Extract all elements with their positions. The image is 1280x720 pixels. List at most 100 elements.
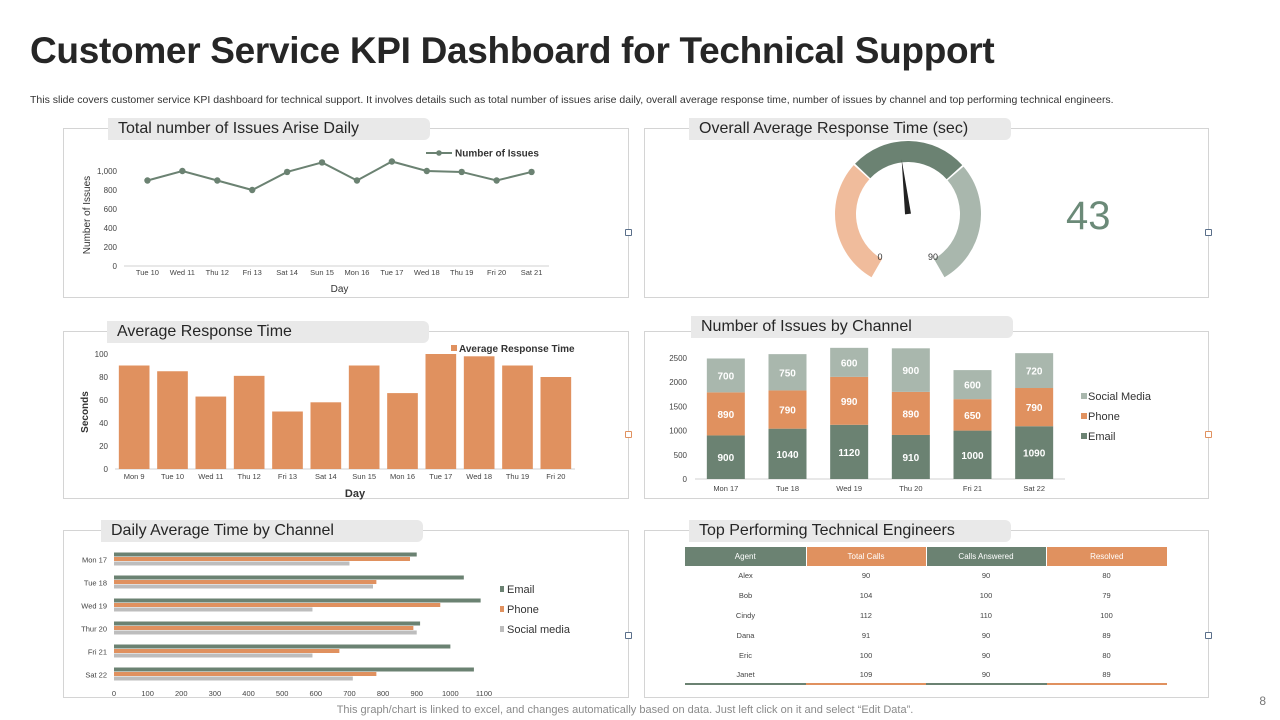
engineers-table: Agent Total Calls Calls Answered Resolve… [685,547,1167,685]
x-tick-label: Mon 16 [390,472,415,481]
x-tick-label: Tue 18 [776,484,799,493]
legend-swatch [500,626,504,632]
data-point [318,159,326,166]
resize-handle[interactable] [1205,431,1212,438]
x-tick-label: Thu 19 [450,268,473,277]
table-row: Eric 100 90 80 [685,645,1167,665]
x-tick-label: Thu 20 [899,484,922,493]
y-tick-label: Tue 18 [84,579,107,588]
table-row: Janet 109 90 89 [685,665,1167,685]
x-tick-label: Tue 17 [380,268,403,277]
x-axis-title: Day [331,284,349,295]
x-tick-label: Mon 9 [124,472,145,481]
table-cell: 79 [1102,591,1111,601]
x-tick-label: 200 [175,689,188,698]
data-point [179,167,186,175]
avg-response-panel[interactable]: 0 20 40 60 80 100 Mon 9 Tue 10 Wed 11 Thu 12 Fri 1… [63,331,629,500]
data-label: 700 [717,371,734,382]
gauge-value: 43 [1066,194,1111,238]
bar [502,365,533,469]
x-tick-label: Fri 20 [487,268,506,277]
x-tick-label: Wed 11 [198,472,223,481]
x-tick-label: Wed 19 [836,484,862,493]
data-point [249,186,256,194]
bar [118,365,150,469]
x-tick-label: Wed 18 [414,268,440,277]
data-point [283,168,291,176]
data-label: 720 [1026,367,1043,378]
gauge-max-label: 90 [928,252,938,262]
x-tick-label: Sat 22 [1023,484,1045,493]
legend-label: Email [1088,431,1116,443]
bar-phone [114,603,441,607]
resize-handle[interactable] [625,431,632,438]
table-cell: Janet [736,670,755,680]
resize-handle[interactable] [625,229,632,236]
daily-channel-chart: 0 100 200 300 400 500 600 700 800 900 1000 1100 Mon … [81,552,571,698]
bar [463,356,495,469]
resize-handle[interactable] [625,632,632,639]
y-tick-label: 600 [104,205,118,214]
bar-email [114,621,421,626]
y-tick-label: 100 [95,350,109,359]
bar-segment-phone [830,376,869,425]
table-cell: 90 [861,571,871,581]
x-tick-label: Sat 14 [276,268,298,277]
bar-segment-phone [706,392,745,436]
daily-channel-panel[interactable]: 0 100 200 300 400 500 600 700 800 900 1000 1100 Mon … [63,530,629,698]
table-cell: 89 [1102,670,1111,680]
column-header-resolved: Resolved [1045,547,1167,566]
resize-handle[interactable] [1205,632,1212,639]
x-tick-label: 700 [343,689,356,698]
resize-handle[interactable] [1205,229,1212,236]
avg-response-chart: 0 20 40 60 80 100 Mon 9 Tue 10 Wed 11 Thu 12 Fri 1… [80,344,575,500]
y-tick-label: 40 [99,419,108,428]
issues-daily-heading: Total number of Issues Arise Daily [108,118,430,140]
data-label: 600 [964,381,981,392]
y-tick-label: 800 [104,186,118,195]
y-tick-label: 1500 [669,402,687,411]
y-tick-label: 0 [683,475,688,484]
bar [195,396,227,469]
issues-daily-panel[interactable]: 0 200 400 600 800 1,000 Tue 10 Wed 11 Thu 12 Fri … [63,128,629,298]
y-tick-label: 2500 [669,354,687,363]
table-cell: 90 [981,630,991,640]
bar-social-media [114,676,353,681]
issues-channel-panel[interactable]: 0 500 1000 1500 2000 2500 900 890 700 Mon 17 1040 7… [644,331,1209,499]
bar [272,411,303,469]
x-tick-label: Thu 12 [206,268,229,277]
data-point [388,158,396,165]
page-subtitle: This slide covers customer service KPI d… [30,94,1114,106]
x-tick-label: Wed 18 [466,472,492,481]
data-label: 750 [779,368,796,379]
footer-note: This graph/chart is linked to excel, and… [336,704,914,716]
data-label: 1000 [961,451,984,462]
legend-label: Email [507,584,535,596]
y-tick-label: 80 [99,373,108,382]
bar-social-media [114,653,313,658]
gauge-segment-high [934,166,981,278]
engineers-heading: Top Performing Technical Engineers [689,520,1011,542]
y-tick-label: 400 [104,224,118,233]
x-tick-label: 1000 [442,689,459,698]
response-gauge-panel[interactable]: 0 90 [644,128,1209,298]
data-point [493,177,500,184]
bar [348,365,380,469]
x-tick-label: Mon 16 [344,268,369,277]
data-point [353,177,361,184]
table-cell: 100 [1100,610,1113,620]
legend-label: Phone [507,604,539,616]
bar-phone [114,626,414,630]
gauge-min-label: 0 [877,252,882,262]
x-tick-label: Sun 15 [310,268,334,277]
bar-phone [114,557,410,561]
bar-social-media [114,561,350,566]
table-cell: 100 [979,591,993,601]
table-row: Cindy 112 110 100 [685,606,1167,626]
table-header-row: Agent Total Calls Calls Answered Resolve… [685,547,1167,566]
x-tick-label: 300 [209,689,222,698]
legend-swatch-dot [436,150,442,156]
x-axis-title: Day [345,488,366,500]
y-tick-label: 200 [104,243,118,252]
x-tick-label: Mon 17 [713,484,738,493]
